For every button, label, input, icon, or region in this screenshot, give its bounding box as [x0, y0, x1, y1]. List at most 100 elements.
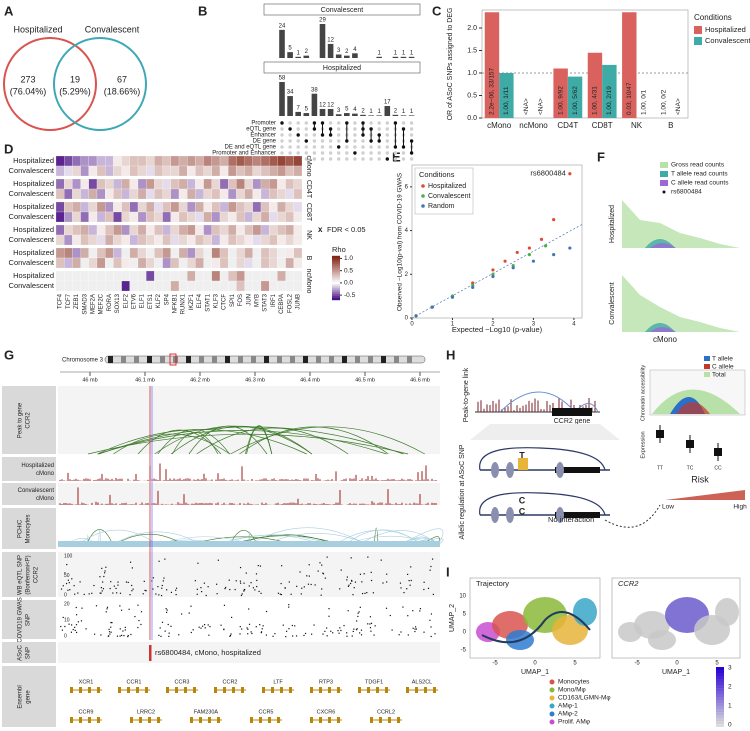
- snp-dot: [164, 630, 166, 632]
- gene-exon: [367, 687, 370, 693]
- gene-exon: [250, 717, 253, 723]
- heat-cell: [236, 201, 245, 213]
- snp-dot: [102, 588, 105, 590]
- gene-label: FAM230A: [194, 709, 218, 715]
- snp-dot: [284, 587, 286, 589]
- heat-cell: [269, 165, 278, 177]
- pchic-arc: [248, 527, 368, 546]
- heat-cell: [154, 188, 163, 200]
- legend-swatch: [704, 356, 710, 361]
- snp-dot: [317, 570, 319, 572]
- gene-exon: [268, 717, 271, 723]
- gene-label: XCR1: [79, 679, 94, 685]
- heat-cell: [64, 155, 73, 167]
- nucleosome: [506, 507, 514, 523]
- heat-cell: [146, 280, 155, 292]
- snp-dot: [208, 634, 210, 636]
- colorbar-step: [716, 709, 724, 712]
- snp-dot: [349, 582, 352, 585]
- colorbar-step: [332, 295, 340, 299]
- snp-dot: [178, 634, 180, 636]
- heat-cell: [105, 224, 114, 236]
- matrix-dot: [304, 145, 308, 149]
- column-label: STAT3: [263, 293, 269, 311]
- heat-cell: [129, 257, 139, 269]
- track-bg: [58, 483, 440, 505]
- snp-dot: [143, 580, 145, 582]
- plot-frame: [411, 164, 583, 319]
- snp-dot: [361, 581, 363, 583]
- legend-label: rs6800484: [671, 189, 702, 196]
- matrix-dot: [312, 133, 317, 137]
- snp-dot: [254, 589, 256, 591]
- heat-cell: [154, 211, 163, 223]
- snp-dot: [259, 565, 262, 567]
- y-axis-label: Observed −Log10(p-val) from COVID-19 GWA…: [397, 172, 404, 311]
- legend-label: AMφ-2: [558, 711, 578, 718]
- matrix-dot: [353, 133, 357, 137]
- dna-loop: [479, 492, 606, 516]
- upset-title: Convalescent: [321, 7, 363, 14]
- heat-cell: [244, 165, 253, 177]
- upset-count: 1: [402, 50, 406, 56]
- snp-dot: [207, 624, 209, 626]
- ideogram-band: [368, 356, 373, 363]
- heat-cell: [211, 257, 221, 269]
- upset-count: 5: [345, 107, 349, 113]
- heat-cell: [105, 155, 114, 167]
- heat-cell: [64, 201, 73, 213]
- colorbar-step: [716, 694, 724, 697]
- gene-exon: [415, 687, 418, 693]
- legend-dot: [549, 711, 555, 717]
- heat-cell: [72, 201, 81, 213]
- heat-cell: [121, 155, 130, 167]
- snp-dot: [260, 592, 262, 594]
- colorbar-step: [332, 287, 340, 291]
- note-marker: x: [318, 225, 323, 234]
- legend-dot: [421, 204, 425, 208]
- heat-cell: [195, 211, 204, 223]
- snp-dot: [280, 593, 283, 596]
- snp-dot: [292, 635, 294, 637]
- snp-dot: [170, 625, 172, 627]
- heat-cell: [236, 188, 245, 200]
- upset-bar: [335, 114, 342, 116]
- legend-swatch: [704, 364, 710, 369]
- matrix-dot: [304, 133, 308, 137]
- group-label: ncMono: [305, 269, 312, 294]
- set-label: DE and eQTL gene: [225, 145, 277, 151]
- matrix-dot: [385, 151, 389, 155]
- track-label: Hospitalized: [21, 463, 54, 469]
- heat-cell: [72, 234, 81, 246]
- matrix-dot: [385, 157, 389, 161]
- heat-cell: [88, 224, 98, 236]
- snp-dot: [108, 635, 110, 637]
- upset-bar: [376, 56, 382, 58]
- panel-letter: I: [446, 564, 450, 579]
- colorbar-step: [332, 279, 340, 283]
- point: [527, 246, 531, 250]
- heat-cell: [211, 165, 221, 177]
- upset-bar: [319, 24, 326, 58]
- track-label: SNP: [26, 647, 32, 659]
- heat-cell: [64, 234, 73, 246]
- upset-count: 1: [402, 109, 406, 115]
- point: [539, 237, 544, 241]
- allele-label: T: [519, 450, 525, 460]
- snp-dot: [311, 633, 313, 635]
- set-label: eQTL gene: [246, 127, 276, 133]
- matrix-dot: [312, 157, 317, 161]
- snp-dot: [124, 629, 126, 631]
- heat-cell: [137, 188, 147, 200]
- snp-dot: [330, 630, 332, 632]
- matrix-dot: [288, 127, 292, 131]
- legend-label: Convalescent: [705, 36, 750, 45]
- snp-dot: [121, 634, 123, 636]
- heat-cell: [293, 257, 303, 269]
- snp-dot: [429, 619, 431, 621]
- snp-dot: [61, 629, 64, 631]
- snp-dot: [369, 616, 372, 618]
- bar-annotation: 1.00, 0/2: [660, 89, 667, 115]
- gene-label: CCR2: [223, 679, 238, 685]
- upset-bar: [327, 108, 334, 116]
